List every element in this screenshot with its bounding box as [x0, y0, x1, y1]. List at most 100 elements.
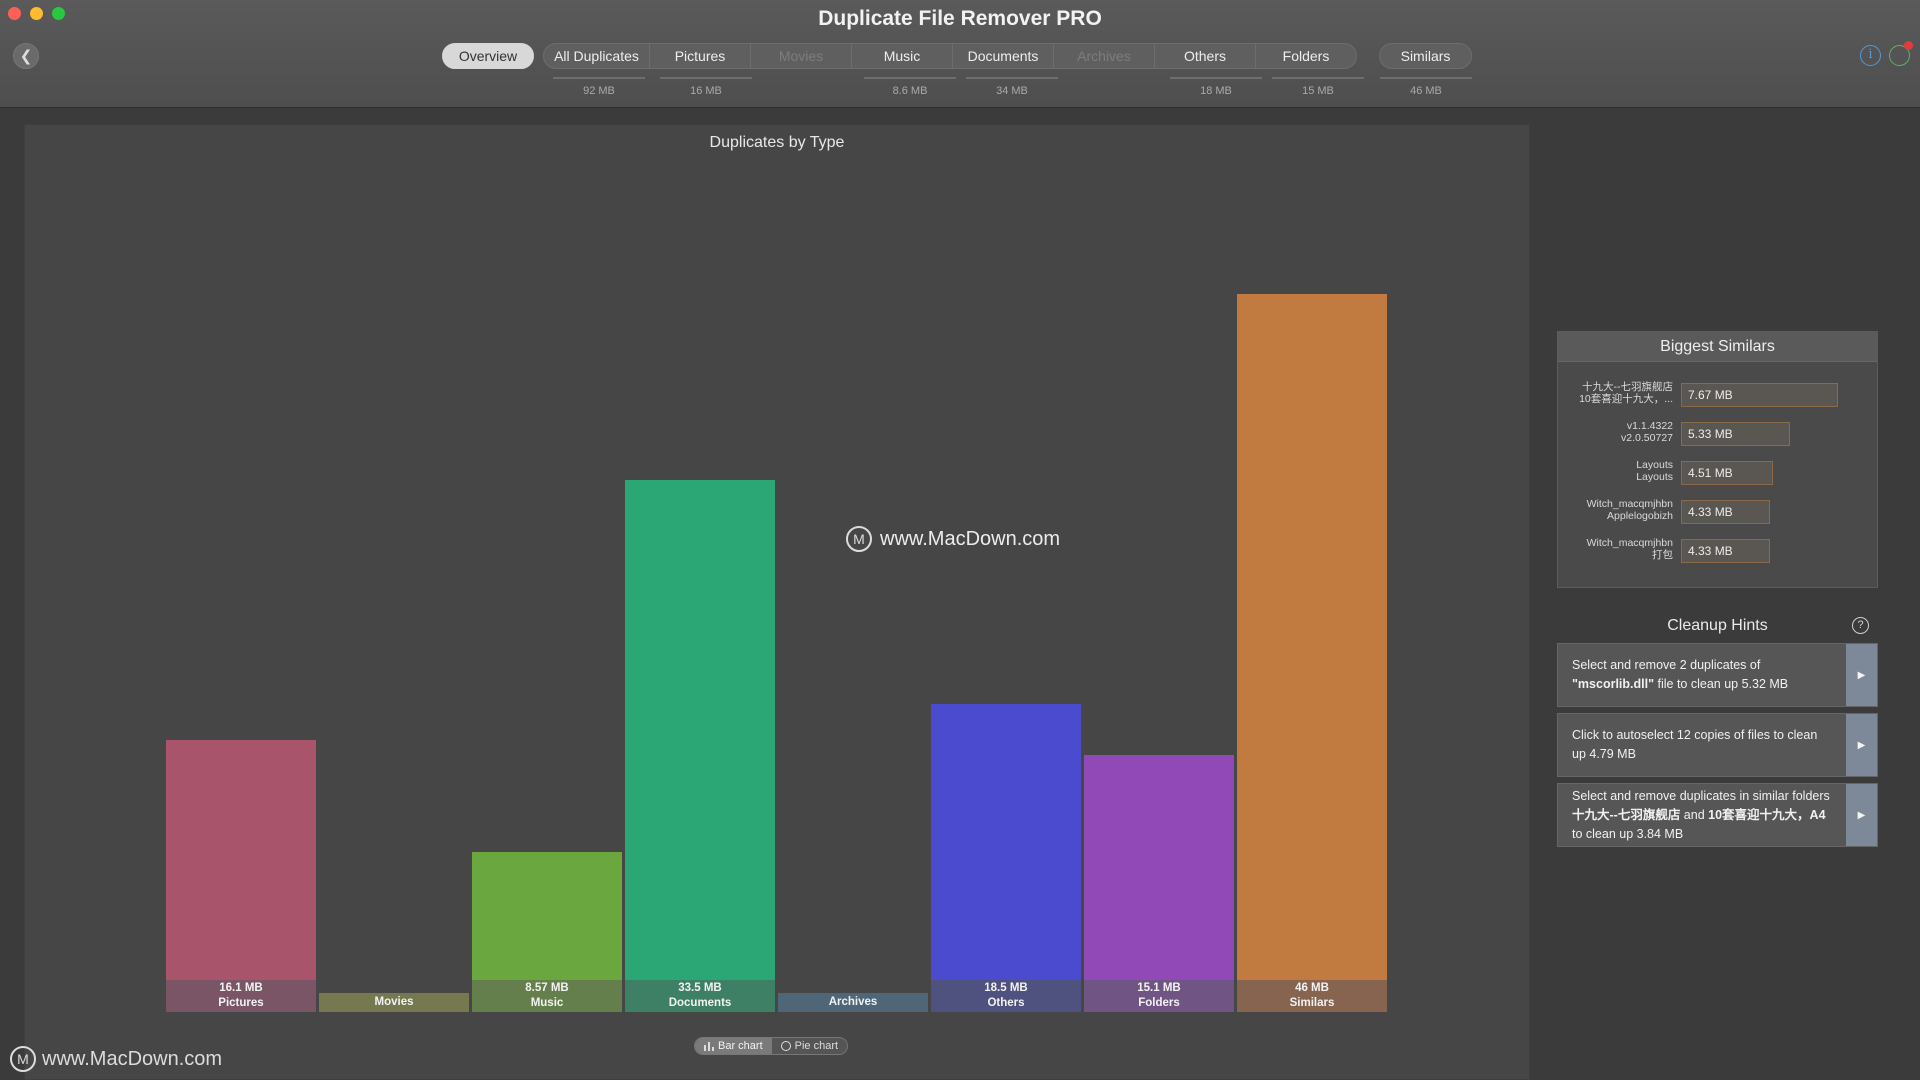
tab-pictures[interactable]: Pictures: [649, 43, 751, 69]
bar-category-label: Pictures: [218, 997, 264, 1009]
bar-others[interactable]: [931, 704, 1081, 980]
cleanup-hint[interactable]: Select and remove duplicates in similar …: [1557, 783, 1878, 847]
similar-item-name: Witch_macqmjhbn 打包: [1586, 537, 1673, 561]
bar-music[interactable]: [472, 852, 622, 980]
similar-item-name: v1.1.4322 v2.0.50727: [1621, 420, 1673, 444]
similar-item-size-bar: 4.33 MB: [1681, 539, 1770, 563]
bar-category-label: Similars: [1289, 997, 1335, 1009]
chart-panel: Duplicates by Type 16.1 MB Pictures Movies…: [24, 124, 1530, 1080]
bar-category-label: Music: [530, 997, 564, 1009]
info-icon[interactable]: i: [1860, 45, 1881, 66]
tab-others[interactable]: Others: [1154, 43, 1256, 69]
bar-value-label: 46 MB: [1295, 982, 1329, 994]
bar-documents[interactable]: [625, 480, 775, 980]
close-window-button[interactable]: [8, 7, 21, 20]
tab-archives[interactable]: Archives: [1053, 43, 1155, 69]
bar-label-archives[interactable]: Archives: [778, 993, 928, 1012]
similar-item[interactable]: v1.1.4322 v2.0.50727 5.33 MB: [1558, 420, 1877, 448]
tab-size-all-duplicates: 92 MB: [583, 85, 615, 97]
tab-size-line: [660, 77, 752, 79]
watermark-text: www.MacDown.com: [880, 527, 1061, 550]
bar-folders[interactable]: [1084, 755, 1234, 980]
similar-item-size-bar: 7.67 MB: [1681, 383, 1838, 407]
tab-size-line: [1272, 77, 1364, 79]
triangle-right-icon[interactable]: ▶: [1846, 784, 1877, 846]
tab-documents[interactable]: Documents: [952, 43, 1054, 69]
bar-category-label: Folders: [1138, 997, 1180, 1009]
bar-label-movies[interactable]: Movies: [319, 993, 469, 1012]
pie-chart-button[interactable]: Pie chart: [771, 1038, 848, 1054]
watermark-text: www.MacDown.com: [42, 1047, 223, 1070]
tab-size-folders: 15 MB: [1302, 85, 1334, 97]
toolbar: Duplicate File Remover PRO ❮ Overview Al…: [0, 0, 1920, 108]
bar-value-label: 15.1 MB: [1137, 982, 1181, 994]
biggest-similars-title: Biggest Similars: [1558, 332, 1877, 362]
tab-size-line: [966, 77, 1058, 79]
tab-size-documents: 34 MB: [996, 85, 1028, 97]
tab-music[interactable]: Music: [851, 43, 953, 69]
window-title: Duplicate File Remover PRO: [818, 7, 1102, 30]
cleanup-hint-text: Click to autoselect 12 copies of files t…: [1572, 728, 1818, 761]
chevron-left-icon: ❮: [19, 47, 33, 65]
maximize-window-button[interactable]: [52, 7, 65, 20]
tab-movies[interactable]: Movies: [750, 43, 852, 69]
similar-item-size-bar: 4.51 MB: [1681, 461, 1773, 485]
tab-size-line: [1170, 77, 1262, 79]
cleanup-hint[interactable]: Select and remove 2 duplicates of "mscor…: [1557, 643, 1878, 707]
cleanup-hint-text: Select and remove 2 duplicates of "mscor…: [1572, 658, 1789, 691]
triangle-right-icon[interactable]: ▶: [1846, 644, 1877, 706]
similar-item-name: Layouts Layouts: [1636, 459, 1673, 483]
bar-label-documents: 33.5 MB Documents: [625, 980, 775, 1012]
cleanup-hints-title: Cleanup Hints: [1667, 617, 1768, 634]
bar-category-label: Others: [987, 997, 1025, 1009]
triangle-right-icon[interactable]: ▶: [1846, 714, 1877, 776]
bar-value-label: 18.5 MB: [984, 982, 1028, 994]
bar-chart-icon: [704, 1041, 714, 1051]
bar-category-label: Archives: [828, 996, 878, 1008]
tab-overview[interactable]: Overview: [442, 43, 534, 69]
tab-similars[interactable]: Similars: [1379, 43, 1472, 69]
tab-size-line: [864, 77, 956, 79]
macdown-logo-icon: M: [10, 1046, 36, 1072]
similar-item[interactable]: Witch_macqmjhbn Applelogobizh 4.33 MB: [1558, 498, 1877, 526]
window-controls: [8, 7, 65, 20]
tab-size-similars: 46 MB: [1410, 85, 1442, 97]
macdown-logo-icon: M: [846, 526, 872, 552]
news-feed-icon[interactable]: [1889, 41, 1913, 66]
similar-item-name: Witch_macqmjhbn Applelogobizh: [1586, 498, 1673, 522]
pie-chart-icon: [780, 1041, 791, 1051]
bar-category-label: Movies: [374, 996, 414, 1008]
tab-folders[interactable]: Folders: [1255, 43, 1357, 69]
help-icon[interactable]: ?: [1852, 617, 1869, 634]
bar-value-label: 33.5 MB: [678, 982, 722, 994]
tab-size-line: [1380, 77, 1472, 79]
tab-size-music: 8.6 MB: [892, 85, 928, 97]
similar-item[interactable]: 十九大--七羽旗舰店 10套喜迎十九大，... 7.67 MB: [1558, 381, 1877, 409]
watermark: M www.MacDown.com: [846, 526, 1060, 552]
chart-title: Duplicates by Type: [709, 134, 845, 151]
tab-size-pictures: 16 MB: [690, 85, 722, 97]
similar-item-name: 十九大--七羽旗舰店 10套喜迎十九大，...: [1579, 381, 1673, 405]
similar-item-size-bar: 5.33 MB: [1681, 422, 1790, 446]
bar-category-label: Documents: [668, 997, 732, 1009]
watermark-bottom: M www.MacDown.com: [10, 1046, 222, 1072]
bar-chart-button[interactable]: Bar chart: [695, 1038, 772, 1054]
bar-pictures[interactable]: [166, 740, 316, 980]
cleanup-hint-text: Select and remove duplicates in similar …: [1572, 788, 1830, 841]
bar-similars[interactable]: [1237, 294, 1387, 980]
bar-value-label: 16.1 MB: [219, 982, 263, 994]
chart-type-toggle: Bar chart Pie chart: [694, 1037, 849, 1055]
similar-item[interactable]: Layouts Layouts 4.51 MB: [1558, 459, 1877, 487]
similar-item[interactable]: Witch_macqmjhbn 打包 4.33 MB: [1558, 537, 1877, 565]
minimize-window-button[interactable]: [30, 7, 43, 20]
bar-label-folders: 15.1 MB Folders: [1084, 980, 1234, 1012]
bar-label-pictures: 16.1 MB Pictures: [166, 980, 316, 1012]
tab-all-duplicates[interactable]: All Duplicates: [543, 43, 650, 69]
biggest-similars-panel: Biggest Similars 十九大--七羽旗舰店 10套喜迎十九大，... 7…: [1557, 331, 1878, 588]
tab-size-others: 18 MB: [1200, 85, 1232, 97]
bar-label-music: 8.57 MB Music: [472, 980, 622, 1012]
back-button[interactable]: ❮: [13, 43, 39, 69]
tab-size-line: [553, 77, 645, 79]
similar-item-size-bar: 4.33 MB: [1681, 500, 1770, 524]
cleanup-hint[interactable]: Click to autoselect 12 copies of files t…: [1557, 713, 1878, 777]
